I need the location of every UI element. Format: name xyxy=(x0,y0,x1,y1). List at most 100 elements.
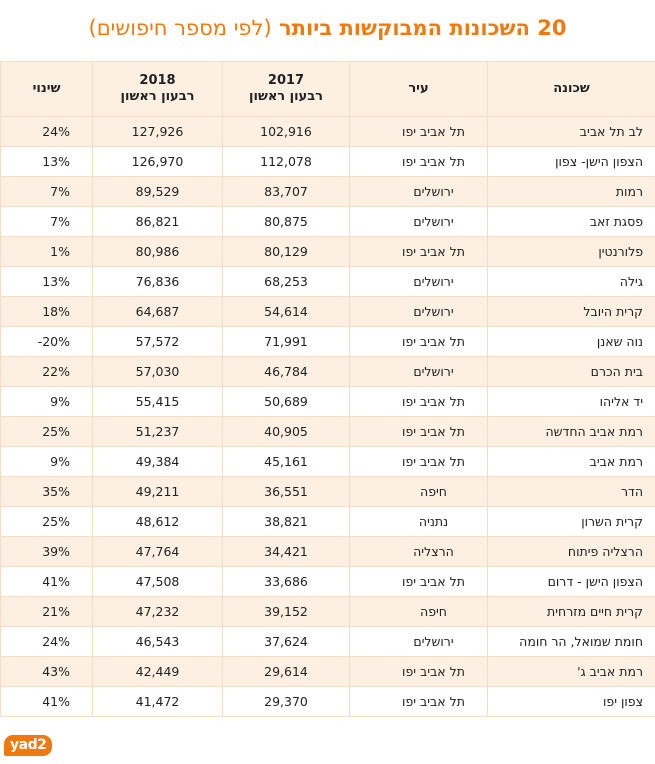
cell-neighborhood: גילה xyxy=(487,266,655,297)
cell-neighborhood: הדר xyxy=(487,476,655,507)
table-row: גילה ירושלים 68,253 76,836 13% xyxy=(0,266,655,297)
cell-city: תל אביב יפו xyxy=(349,566,488,597)
cell-neighborhood: חומת שמואל, הר חומה xyxy=(487,626,655,657)
cell-neighborhood: פלורנטין xyxy=(487,236,655,267)
header-row: שכונה עיר 2017 רבעון ראשון 2018 רבעון רא… xyxy=(0,61,655,117)
cell-change: 41% xyxy=(0,686,93,717)
cell-neighborhood: רמות xyxy=(487,176,655,207)
table-row: לב תל אביב תל אביב יפו 102,916 127,926 24% xyxy=(0,116,655,147)
header-neighborhood: שכונה xyxy=(487,61,655,117)
cell-change: 24% xyxy=(0,626,93,657)
table-header: שכונה עיר 2017 רבעון ראשון 2018 רבעון רא… xyxy=(0,61,655,117)
cell-city: תל אביב יפו xyxy=(349,326,488,357)
cell-city: ירושלים xyxy=(349,266,488,297)
cell-change: 13% xyxy=(0,146,93,177)
yad2-logo-text: yad2 xyxy=(4,734,53,756)
cell-change: 1% xyxy=(0,236,93,267)
cell-neighborhood: קרית חיים מזרחית xyxy=(487,596,655,627)
cell-2018: 127,926 xyxy=(92,116,223,147)
cell-change: 7% xyxy=(0,176,93,207)
cell-change: 21% xyxy=(0,596,93,627)
cell-city: ירושלים xyxy=(349,296,488,327)
cell-city: תל אביב יפו xyxy=(349,686,488,717)
cell-city: תל אביב יפו xyxy=(349,446,488,477)
cell-2017: 29,614 xyxy=(222,656,350,687)
cell-2017: 39,152 xyxy=(222,596,350,627)
table-row: בית הכרם ירושלים 46,784 57,030 22% xyxy=(0,356,655,387)
cell-2017: 102,916 xyxy=(222,116,350,147)
cell-2017: 45,161 xyxy=(222,446,350,477)
cell-2017: 33,686 xyxy=(222,566,350,597)
header-2017-year: 2017 xyxy=(267,73,305,88)
table-row: הצפון הישן- צפון תל אביב יפו 112,078 126,97… xyxy=(0,146,655,177)
cell-2018: 48,612 xyxy=(92,506,223,537)
cell-change: -20% xyxy=(0,326,93,357)
cell-2017: 54,614 xyxy=(222,296,350,327)
table-row: פסגת זאב ירושלים 80,875 86,821 7% xyxy=(0,206,655,237)
header-2017: 2017 רבעון ראשון xyxy=(222,61,350,117)
cell-change: 25% xyxy=(0,506,93,537)
cell-2017: 80,129 xyxy=(222,236,350,267)
cell-2017: 37,624 xyxy=(222,626,350,657)
cell-2018: 126,970 xyxy=(92,146,223,177)
header-2018-year: 2018 xyxy=(139,73,176,88)
cell-neighborhood: רמת אביב החדשה xyxy=(487,416,655,447)
cell-2018: 76,836 xyxy=(92,266,223,297)
cell-change: 41% xyxy=(0,566,93,597)
cell-city: חיפה xyxy=(349,596,488,627)
cell-city: תל אביב יפו xyxy=(349,656,488,687)
cell-city: ירושלים xyxy=(349,626,488,657)
yad2-logo: yad2 xyxy=(4,733,53,757)
cell-2018: 89,529 xyxy=(92,176,223,207)
cell-neighborhood: קרית היובל xyxy=(487,296,655,327)
table-row: רמת אביב תל אביב יפו 45,161 49,384 9% xyxy=(0,446,655,477)
cell-change: 24% xyxy=(0,116,93,147)
cell-2018: 80,986 xyxy=(92,236,223,267)
table-row: רמת אביב ג' תל אביב יפו 29,614 42,449 43% xyxy=(0,656,655,687)
title-main: 20 השכונות המבוקשות ביותר xyxy=(278,16,567,40)
cell-2018: 41,472 xyxy=(92,686,223,717)
cell-change: 25% xyxy=(0,416,93,447)
table-row: קרית חיים מזרחית חיפה 39,152 47,232 21% xyxy=(0,596,655,627)
cell-city: ירושלים xyxy=(349,356,488,387)
cell-2018: 46,543 xyxy=(92,626,223,657)
header-city: עיר xyxy=(349,61,488,117)
cell-2018: 47,508 xyxy=(92,566,223,597)
cell-change: 9% xyxy=(0,446,93,477)
cell-neighborhood: נוה שאנן xyxy=(487,326,655,357)
cell-neighborhood: הצפון הישן - דרום xyxy=(487,566,655,597)
cell-2018: 42,449 xyxy=(92,656,223,687)
cell-2018: 57,572 xyxy=(92,326,223,357)
cell-neighborhood: לב תל אביב xyxy=(487,116,655,147)
cell-2018: 86,821 xyxy=(92,206,223,237)
cell-city: תל אביב יפו xyxy=(349,416,488,447)
cell-2017: 71,991 xyxy=(222,326,350,357)
cell-city: תל אביב יפו xyxy=(349,236,488,267)
cell-2017: 68,253 xyxy=(222,266,350,297)
cell-neighborhood: רמת אביב xyxy=(487,446,655,477)
cell-change: 7% xyxy=(0,206,93,237)
cell-neighborhood: יד אליהו xyxy=(487,386,655,417)
neighborhoods-table-container: שכונה עיר 2017 רבעון ראשון 2018 רבעון רא… xyxy=(0,61,655,717)
cell-city: ירושלים xyxy=(349,206,488,237)
cell-change: 13% xyxy=(0,266,93,297)
cell-2018: 47,764 xyxy=(92,536,223,567)
table-row: רמת אביב החדשה תל אביב יפו 40,905 51,237 25% xyxy=(0,416,655,447)
table-row: חומת שמואל, הר חומה ירושלים 37,624 46,543 24… xyxy=(0,626,655,657)
neighborhoods-table: שכונה עיר 2017 רבעון ראשון 2018 רבעון רא… xyxy=(0,61,655,717)
cell-neighborhood: הצפון הישן- צפון xyxy=(487,146,655,177)
title-subtitle: (לפי מספר חיפושים) xyxy=(88,16,272,40)
cell-2018: 49,211 xyxy=(92,476,223,507)
cell-change: 22% xyxy=(0,356,93,387)
cell-city: הרצליה xyxy=(349,536,488,567)
cell-2017: 46,784 xyxy=(222,356,350,387)
table-row: הצפון הישן - דרום תל אביב יפו 33,686 47,508… xyxy=(0,566,655,597)
table-row: יד אליהו תל אביב יפו 50,689 55,415 9% xyxy=(0,386,655,417)
cell-2018: 64,687 xyxy=(92,296,223,327)
table-row: קרית השרון נתניה 38,821 48,612 25% xyxy=(0,506,655,537)
cell-city: ירושלים xyxy=(349,176,488,207)
cell-neighborhood: בית הכרם xyxy=(487,356,655,387)
cell-city: נתניה xyxy=(349,506,488,537)
cell-2018: 57,030 xyxy=(92,356,223,387)
cell-neighborhood: קרית השרון xyxy=(487,506,655,537)
